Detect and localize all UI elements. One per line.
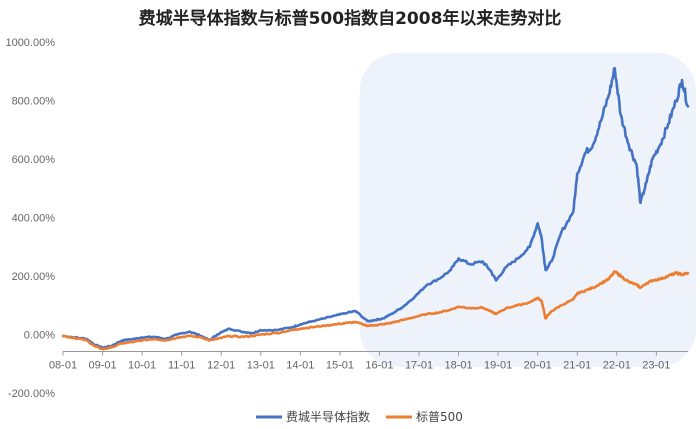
- highlight-region: [359, 53, 696, 367]
- y-tick-label: -200.00%: [8, 388, 55, 400]
- x-tick-label: 09-01: [88, 360, 116, 372]
- x-tick-label: 13-01: [247, 360, 275, 372]
- legend-label: 标普500: [416, 410, 463, 424]
- x-tick-label: 21-01: [563, 360, 591, 372]
- y-tick-label: 200.00%: [12, 271, 56, 283]
- x-tick-label: 16-01: [365, 360, 393, 372]
- series-line-sox: [61, 67, 690, 350]
- y-tick-label: 400.00%: [12, 213, 56, 225]
- x-tick-label: 12-01: [207, 360, 235, 372]
- series-line-sp500: [61, 270, 690, 351]
- x-tick-label: 14-01: [286, 360, 314, 372]
- x-tick-label: 08-01: [49, 360, 77, 372]
- x-tick-label: 19-01: [484, 360, 512, 372]
- chart-title: 费城半导体指数与标普500指数自2008年以来走势对比: [138, 9, 562, 29]
- x-tick-label: 10-01: [128, 360, 156, 372]
- y-tick-label: 0.00%: [24, 330, 55, 342]
- x-tick-label: 11-01: [168, 360, 195, 372]
- y-tick-label: 1000.00%: [5, 37, 55, 49]
- legend-label: 费城半导体指数: [286, 409, 370, 424]
- x-tick-label: 15-01: [326, 360, 354, 372]
- x-tick-label: 17-01: [405, 360, 433, 372]
- x-tick-label: 18-01: [444, 360, 472, 372]
- x-tick-label: 23-01: [642, 360, 670, 372]
- y-tick-label: 600.00%: [12, 154, 56, 166]
- y-tick-label: 800.00%: [12, 96, 56, 108]
- x-tick-label: 20-01: [524, 360, 552, 372]
- x-tick-label: 22-01: [603, 360, 631, 372]
